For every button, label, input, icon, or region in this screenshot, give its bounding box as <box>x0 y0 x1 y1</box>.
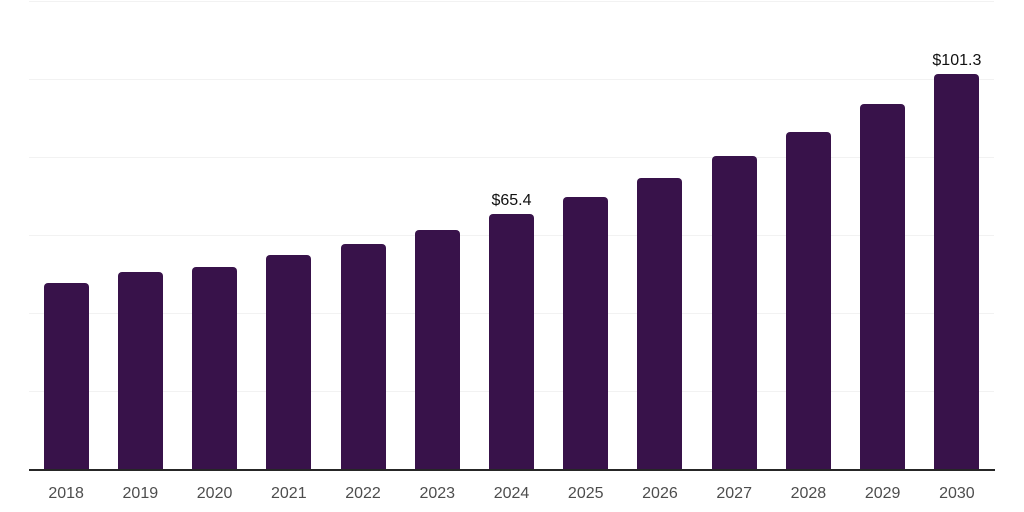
x-axis-label-2021: 2021 <box>271 485 307 502</box>
gridline <box>29 79 994 80</box>
x-axis-label-2018: 2018 <box>48 485 84 502</box>
bar-2019[interactable] <box>117 272 163 469</box>
bar-2022[interactable] <box>340 243 386 469</box>
bar-2023[interactable] <box>414 229 460 469</box>
bar-2020[interactable] <box>192 266 238 469</box>
x-axis-label-2023: 2023 <box>419 485 456 502</box>
x-axis-label-2022: 2022 <box>345 485 381 502</box>
bar-2027[interactable] <box>711 156 757 469</box>
bar-2030[interactable] <box>934 73 980 469</box>
x-axis-label-2019: 2019 <box>122 485 159 502</box>
bar-2024[interactable] <box>489 213 534 469</box>
x-axis-label-2028: 2028 <box>790 485 827 502</box>
x-axis-label-2020: 2020 <box>196 485 233 502</box>
data-label-2024: $65.4 <box>491 191 532 209</box>
x-axis-label-2027: 2027 <box>716 485 752 502</box>
gridline <box>29 157 994 158</box>
x-axis-label-2024: 2024 <box>493 485 530 502</box>
x-axis-label-2030: 2030 <box>939 485 975 502</box>
bar-2021[interactable] <box>266 255 312 469</box>
x-axis-label-2029: 2029 <box>864 485 901 502</box>
plot-area: $65.4 $101.3 <box>29 0 995 471</box>
bar-2018[interactable] <box>43 282 89 469</box>
data-label-2030: $101.3 <box>932 51 982 69</box>
x-axis-label-2025: 2025 <box>567 485 604 502</box>
bar-2028[interactable] <box>785 132 831 469</box>
bar-2025[interactable] <box>563 196 609 469</box>
x-axis-label-2026: 2026 <box>642 485 678 502</box>
x-axis: 2018 2019 2020 2021 2022 2023 2024 2025 2026 2027… <box>29 484 994 506</box>
bar-2029[interactable] <box>860 103 906 469</box>
gridline <box>29 1 994 2</box>
bar-2026[interactable] <box>637 178 683 469</box>
x-axis-line <box>29 469 995 471</box>
